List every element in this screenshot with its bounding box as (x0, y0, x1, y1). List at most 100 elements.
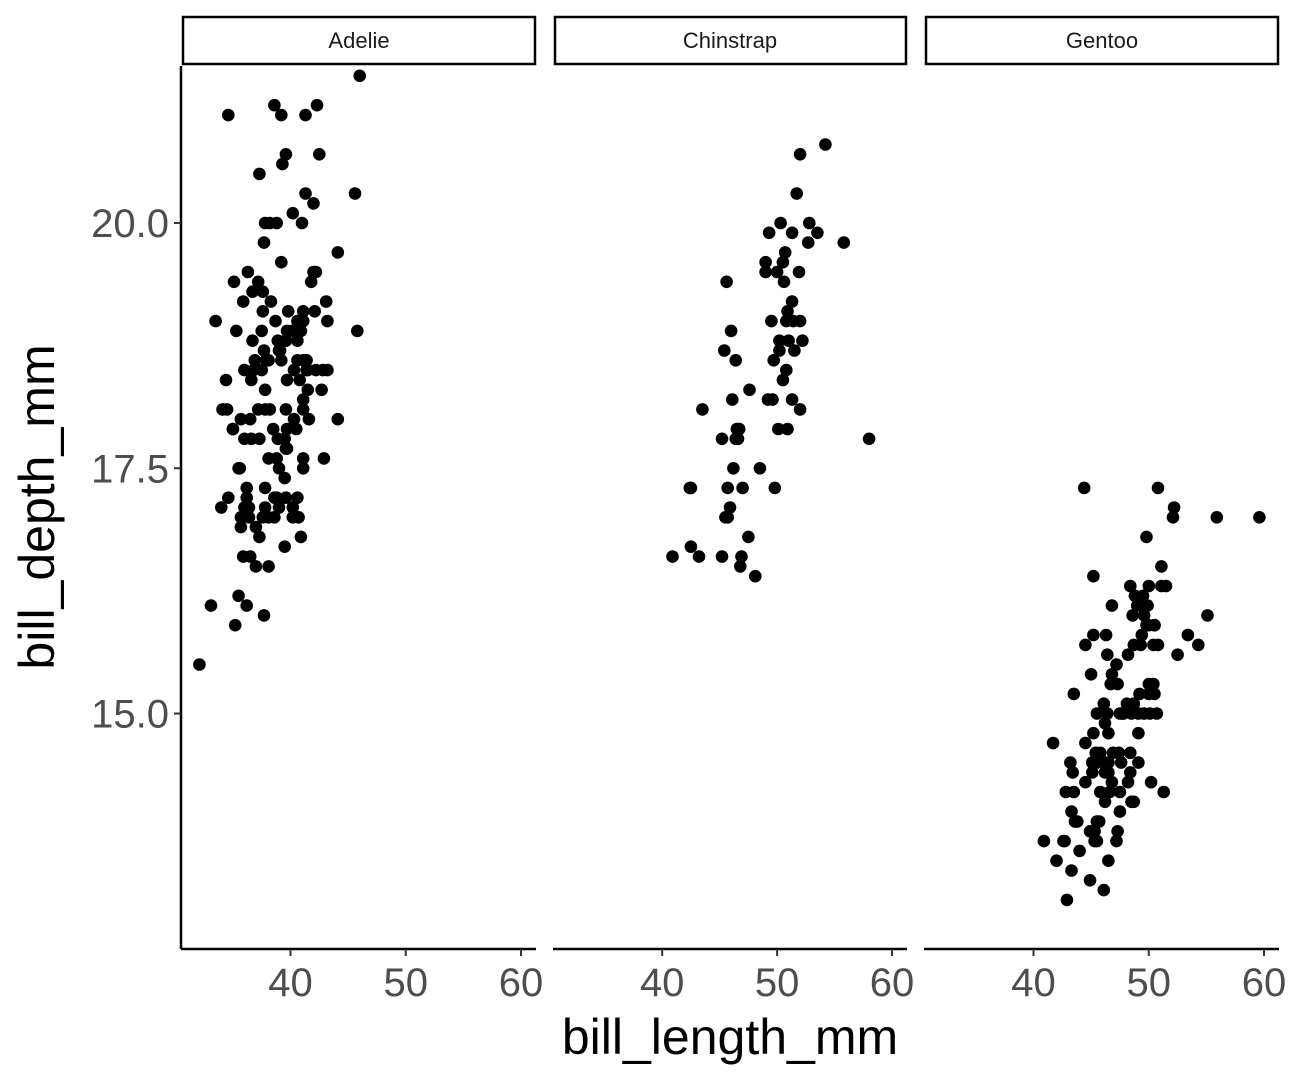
data-point (272, 501, 286, 514)
data-point (1142, 579, 1156, 593)
data-point (1105, 775, 1119, 789)
data-point (258, 501, 272, 514)
data-point (299, 187, 312, 200)
data-point (1094, 785, 1107, 799)
data-point (296, 403, 310, 416)
data-point (271, 334, 285, 348)
data-point (768, 481, 782, 495)
x-axis-title: bill_length_mm (562, 1009, 898, 1065)
data-point (321, 314, 334, 328)
data-point (1090, 756, 1104, 769)
data-point (742, 530, 755, 544)
data-point (248, 354, 262, 367)
data-point (765, 314, 778, 328)
data-point (268, 98, 281, 112)
data-point (251, 275, 265, 289)
data-point (264, 295, 278, 308)
x-tick-label: 40 (640, 961, 685, 1005)
x-tick-label: 40 (268, 961, 313, 1005)
data-point (331, 246, 345, 259)
data-point (241, 265, 255, 279)
data-point (286, 501, 300, 514)
data-point (1132, 707, 1145, 720)
data-point (257, 609, 271, 622)
data-point (293, 324, 307, 338)
data-point (1073, 844, 1086, 858)
data-point (258, 403, 272, 416)
points-gentoo (1037, 481, 1266, 907)
data-point (1079, 736, 1092, 750)
data-point (220, 403, 234, 416)
data-point (256, 285, 270, 299)
data-point (1133, 687, 1146, 701)
data-point (819, 138, 832, 151)
data-point (762, 226, 776, 240)
data-point (780, 314, 793, 328)
data-point (1101, 648, 1114, 661)
data-point (291, 314, 304, 328)
data-point (1067, 687, 1081, 701)
facet-gentoo: Gentoo 40 50 60 (924, 15, 1287, 1005)
data-point (246, 334, 259, 348)
data-point (272, 462, 286, 475)
data-point (331, 412, 345, 426)
data-point (257, 344, 271, 357)
data-point (766, 393, 779, 406)
data-point (1110, 658, 1123, 671)
data-point (777, 275, 791, 289)
data-point (280, 442, 294, 455)
data-point (1132, 756, 1145, 769)
data-point (309, 265, 323, 279)
data-point (280, 422, 294, 436)
facet-strip-gentoo (924, 15, 1280, 66)
data-point (776, 255, 790, 269)
data-point (1113, 785, 1127, 799)
data-point (351, 324, 364, 338)
data-point (292, 511, 305, 524)
data-point (718, 344, 731, 357)
data-point (222, 108, 235, 122)
data-point (281, 305, 295, 318)
data-point (774, 216, 787, 230)
data-point (1086, 766, 1099, 779)
data-point (1105, 599, 1119, 612)
data-point (1141, 599, 1154, 612)
data-point (1171, 648, 1184, 661)
facet-strip-chinstrap (553, 15, 908, 66)
data-point (275, 354, 288, 367)
data-point (299, 108, 312, 122)
data-point (862, 432, 876, 446)
data-point (280, 324, 294, 338)
data-point (279, 403, 293, 416)
data-point (1058, 834, 1071, 848)
data-point (1097, 883, 1111, 897)
data-point (294, 530, 308, 544)
data-point (696, 403, 709, 416)
data-point (684, 540, 698, 553)
x-ticks-chinstrap: 40 50 60 (640, 949, 914, 1005)
data-point (1147, 677, 1160, 691)
data-point (1064, 756, 1077, 769)
data-point (1147, 638, 1160, 652)
data-point (1155, 560, 1168, 573)
data-point (238, 432, 251, 446)
data-point (1077, 481, 1091, 495)
x-tick-label: 60 (1242, 961, 1287, 1005)
data-point (801, 236, 815, 249)
data-point (275, 255, 288, 269)
data-point (1137, 609, 1151, 622)
data-point (313, 148, 326, 161)
data-point (776, 373, 790, 387)
data-point (770, 265, 784, 279)
data-point (204, 599, 218, 612)
data-point (228, 618, 242, 632)
x-tick-label: 60 (870, 961, 915, 1005)
data-point (268, 491, 281, 505)
points-adelie (193, 69, 367, 671)
data-point (1132, 726, 1145, 740)
data-point (226, 422, 240, 436)
facet-adelie: Adelie 40 50 60 (181, 15, 543, 1005)
data-point (240, 491, 253, 505)
y-axis-title: bill_depth_mm (9, 344, 65, 669)
